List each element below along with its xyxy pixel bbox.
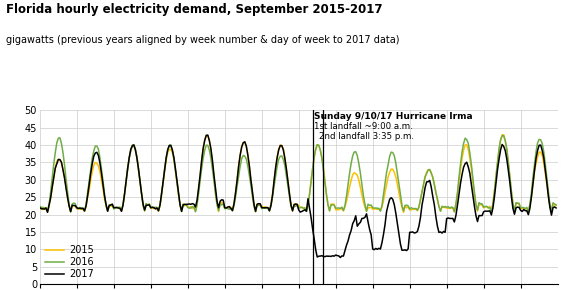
2015 xyxy=(400,211,407,214)
2016 xyxy=(36,205,43,208)
Line: 2016: 2016 xyxy=(40,136,556,212)
2017 xyxy=(150,206,157,209)
2016 xyxy=(150,206,157,209)
2017 xyxy=(552,206,559,210)
2015 xyxy=(191,205,197,209)
2017 xyxy=(191,202,197,206)
2016 xyxy=(191,206,197,209)
2017 xyxy=(468,182,475,186)
Text: Florida hourly electricity demand, September 2015-2017: Florida hourly electricity demand, Septe… xyxy=(6,3,382,16)
2015 xyxy=(150,207,157,210)
Line: 2017: 2017 xyxy=(40,135,556,258)
2016 xyxy=(459,150,465,154)
2017 xyxy=(204,133,211,137)
2015 xyxy=(552,204,559,207)
2016 xyxy=(525,210,532,214)
Text: 1st landfall ~9:00 a.m.: 1st landfall ~9:00 a.m. xyxy=(314,122,413,131)
Text: Sunday 9/10/17 Hurricane Irma: Sunday 9/10/17 Hurricane Irma xyxy=(314,112,473,121)
2016 xyxy=(43,206,50,209)
2016 xyxy=(465,142,472,145)
2017 xyxy=(461,162,468,165)
Text: 2nd landfall 3:35 p.m.: 2nd landfall 3:35 p.m. xyxy=(319,132,414,141)
2017 xyxy=(36,206,43,209)
2017 xyxy=(43,206,50,210)
2016 xyxy=(552,203,559,206)
2015 xyxy=(498,133,505,137)
Line: 2015: 2015 xyxy=(40,135,556,213)
2015 xyxy=(36,207,43,211)
2016 xyxy=(326,209,333,213)
2017 xyxy=(337,256,344,259)
2016 xyxy=(498,134,505,137)
2015 xyxy=(326,209,333,213)
2015 xyxy=(467,156,473,160)
Text: gigawatts (previous years aligned by week number & day of week to 2017 data): gigawatts (previous years aligned by wee… xyxy=(6,35,399,45)
2015 xyxy=(43,208,50,211)
Legend: 2015, 2016, 2017: 2015, 2016, 2017 xyxy=(45,245,94,279)
2017 xyxy=(328,255,335,258)
2015 xyxy=(460,148,467,152)
